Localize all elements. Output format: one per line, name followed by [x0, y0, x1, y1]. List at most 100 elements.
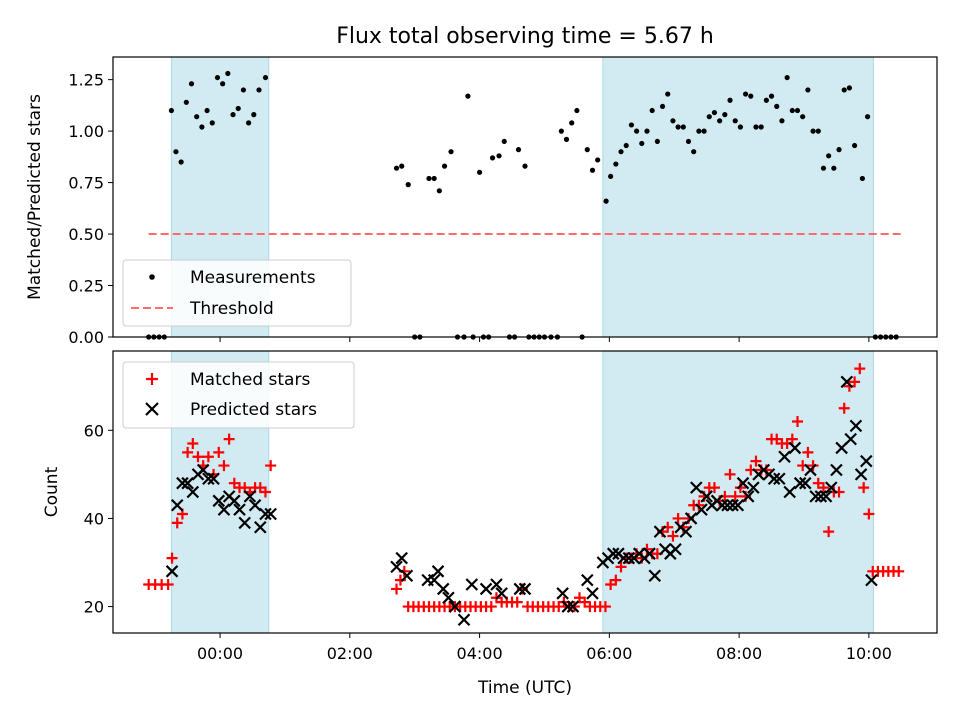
measurement-point — [393, 165, 400, 171]
predicted-star-point — [202, 472, 215, 486]
top-y-tick-label: 1.25 — [68, 71, 104, 90]
predicted-star-point — [186, 485, 200, 499]
measurement-point — [489, 155, 496, 161]
measurement-point — [628, 122, 635, 128]
matched-star-point — [863, 508, 875, 520]
legend-matched-label: Matched stars — [190, 370, 310, 390]
measurement-point — [706, 114, 712, 120]
x-tick-label: 02:00 — [327, 644, 373, 663]
measurement-point — [431, 175, 437, 182]
matched-star-point — [838, 402, 850, 414]
measurement-point — [841, 87, 847, 93]
predicted-star-point — [233, 503, 246, 516]
measurement-point — [214, 74, 221, 81]
matched-star-point — [734, 482, 746, 494]
predicted-star-point — [684, 512, 698, 525]
matched-star-point — [802, 446, 814, 458]
predicted-star-point — [653, 525, 667, 538]
predicted-star-point — [669, 543, 682, 556]
measurement-point — [194, 114, 200, 120]
matched-star-point — [192, 451, 204, 463]
predicted-star-point — [465, 578, 479, 591]
top-y-tick-label: 0.50 — [68, 225, 104, 244]
matched-star-point — [724, 468, 736, 480]
predicted-star-point — [844, 432, 857, 446]
predicted-star-point — [165, 565, 179, 578]
measurement-point — [774, 103, 780, 110]
measurement-point — [675, 124, 681, 130]
predicted-star-point — [747, 481, 760, 494]
predicted-star-point — [207, 472, 220, 486]
measurement-point — [758, 124, 764, 130]
predicted-star-points — [165, 375, 878, 627]
matched-star-point — [858, 482, 870, 494]
measurement-point — [859, 175, 865, 182]
predicted-star-point — [448, 600, 462, 613]
matched-star-point — [182, 446, 194, 458]
predicted-star-point — [490, 578, 503, 591]
measurement-point — [173, 149, 179, 155]
matched-star-point — [672, 512, 684, 524]
measurement-point — [820, 165, 827, 171]
measurement-point — [448, 149, 454, 155]
predicted-star-point — [479, 582, 493, 596]
top-y-axis-label: Matched/Predicted stars — [25, 94, 45, 300]
x-tick-label: 10:00 — [846, 644, 892, 663]
bottom-legend: Matched stars Predicted stars — [122, 361, 355, 429]
predicted-star-point — [726, 498, 739, 512]
measurement-point — [246, 120, 252, 126]
matched-star-point — [391, 583, 403, 595]
measurement-point — [589, 167, 596, 173]
top-y-ticks: 0.00 0.25 0.50 0.75 1.00 1.25 — [68, 71, 113, 347]
measurement-point — [603, 198, 609, 204]
measurement-point — [595, 157, 601, 163]
measurement-point — [727, 97, 733, 103]
measurement-point — [623, 142, 629, 149]
predicted-star-point — [824, 481, 838, 494]
predicted-star-point — [212, 494, 226, 508]
predicted-star-point — [228, 494, 241, 508]
matched-star-point — [162, 579, 174, 591]
measurement-point — [748, 93, 754, 99]
observing-window-span — [602, 56, 874, 338]
measurement-point — [522, 163, 528, 169]
measurement-point — [574, 107, 580, 114]
matched-star-point — [171, 517, 183, 529]
predicted-star-point — [254, 520, 267, 534]
predicted-star-point — [840, 375, 854, 389]
matched-star-point — [610, 574, 622, 586]
top-panel: 0.00 0.25 0.50 0.75 1.00 1.25 Matched/Predict… — [25, 56, 938, 347]
predicted-star-point — [865, 573, 878, 587]
bottom-y-axis-label: Count — [42, 466, 62, 517]
measurement-point — [225, 70, 231, 77]
measurement-point — [240, 87, 247, 93]
measurement-point — [665, 91, 671, 97]
measurement-point — [789, 107, 795, 114]
measurement-point — [256, 87, 262, 93]
predicted-star-point — [814, 490, 828, 503]
matched-star-point — [849, 376, 861, 388]
measurement-point — [220, 81, 226, 87]
matched-star-point — [259, 486, 271, 498]
predicted-star-point — [695, 503, 708, 516]
matched-star-point — [807, 460, 819, 472]
predicted-star-point — [793, 476, 807, 490]
legend-measurements-label: Measurements — [190, 268, 316, 288]
predicted-star-point — [741, 490, 755, 503]
predicted-star-point — [700, 490, 713, 503]
measurement-point — [644, 128, 650, 134]
measurement-point — [836, 147, 842, 153]
measurement-point — [815, 128, 821, 134]
measurement-point — [613, 161, 619, 167]
matched-star-point — [693, 499, 705, 511]
predicted-star-point — [518, 582, 532, 596]
predicted-star-point — [217, 503, 231, 516]
predicted-star-point — [648, 569, 662, 582]
measurement-point — [846, 85, 853, 91]
legend-measurement-marker — [149, 274, 155, 280]
measurement-point — [633, 128, 640, 134]
predicted-star-point — [586, 587, 599, 600]
predicted-star-point — [495, 587, 508, 600]
measurement-point — [864, 114, 871, 120]
